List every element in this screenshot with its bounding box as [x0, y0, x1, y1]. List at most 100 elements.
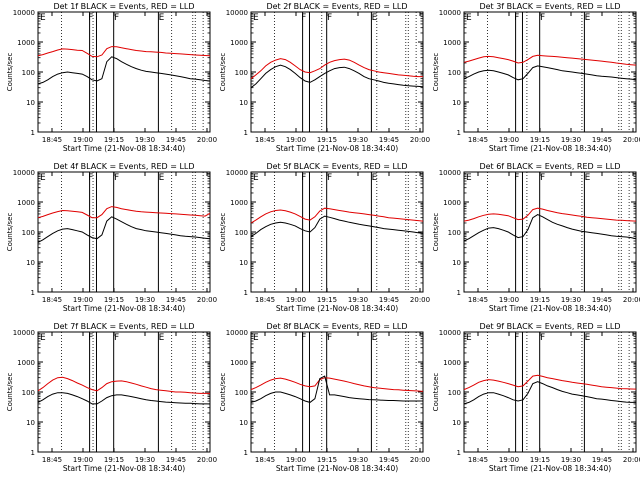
interval-marker-label: F	[88, 173, 93, 183]
interval-marker-label: E	[159, 333, 165, 343]
lld-series-line	[250, 377, 424, 392]
x-tick-label: 18:45	[468, 296, 488, 304]
plot-title: Det 9f BLACK = Events, RED = LLD	[479, 322, 620, 331]
x-tick-label: 18:45	[255, 296, 275, 304]
events-series-line	[463, 381, 636, 405]
x-tick-label: 19:15	[317, 136, 337, 144]
x-tick-label: 19:30	[561, 456, 581, 464]
plot-frame	[463, 11, 637, 133]
y-tick-label: 1	[457, 129, 461, 137]
y-tick-label: 10	[26, 99, 35, 107]
interval-marker-label: E	[466, 173, 472, 183]
events-series-line	[37, 392, 210, 405]
x-tick-label: 19:30	[561, 136, 581, 144]
interval-marker-label: F	[301, 333, 306, 343]
y-tick-label: 100	[235, 389, 248, 397]
y-axis-label: Counts/sec	[6, 373, 14, 412]
x-tick-label: 19:15	[317, 296, 337, 304]
interval-marker-label: E	[466, 13, 472, 23]
y-tick-label: 1	[457, 289, 461, 297]
interval-marker-label: E	[40, 13, 46, 23]
x-tick-label: 19:30	[348, 456, 368, 464]
x-tick-label: 19:00	[499, 296, 519, 304]
x-tick-label: 19:30	[135, 136, 155, 144]
interval-marker-label: F	[301, 13, 306, 23]
interval-marker-label: E	[159, 173, 165, 183]
y-tick-label: 10	[239, 99, 248, 107]
x-tick-label: 19:15	[317, 456, 337, 464]
lld-series-line	[463, 54, 637, 66]
interval-marker-label: F	[514, 173, 519, 183]
x-tick-label: 19:00	[286, 456, 306, 464]
interval-marker-label: F	[514, 333, 519, 343]
x-axis-label: Start Time (21-Nov-08 18:34:40)	[489, 464, 611, 473]
lld-series-line	[37, 376, 210, 394]
y-tick-label: 1000	[443, 39, 461, 47]
y-tick-label: 1000	[230, 359, 248, 367]
x-tick-label: 18:45	[468, 136, 488, 144]
y-tick-label: 1000	[443, 359, 461, 367]
y-tick-label: 10	[239, 259, 248, 267]
y-tick-label: 10	[452, 259, 461, 267]
x-tick-label: 18:45	[42, 296, 62, 304]
y-axis-label: Counts/sec	[219, 373, 227, 412]
x-tick-label: 20:00	[197, 456, 217, 464]
x-tick-label: 18:45	[42, 456, 62, 464]
x-tick-label: 19:30	[348, 296, 368, 304]
y-tick-label: 100	[22, 229, 35, 237]
y-tick-label: 10	[26, 259, 35, 267]
lld-series-line	[250, 58, 423, 80]
plot-panel-8: Det 8f BLACK = Events, RED = LLD 1 10 100 10…	[219, 322, 430, 473]
interval-marker-label: E	[253, 13, 259, 23]
x-tick-label: 18:45	[255, 456, 275, 464]
y-tick-label: 10	[452, 419, 461, 427]
x-axis-label: Start Time (21-Nov-08 18:34:40)	[276, 304, 398, 313]
y-tick-label: 1000	[230, 199, 248, 207]
y-tick-label: 100	[22, 389, 35, 397]
y-axis-label: Counts/sec	[219, 213, 227, 252]
x-tick-label: 19:00	[499, 456, 519, 464]
plot-frame	[463, 331, 637, 453]
x-axis-label: Start Time (21-Nov-08 18:34:40)	[63, 304, 185, 313]
y-tick-label: 100	[235, 69, 248, 77]
plot-panel-2: Det 2f BLACK = Events, RED = LLD 1 10 100 10…	[219, 2, 430, 153]
x-tick-label: 20:00	[410, 136, 430, 144]
x-tick-label: 19:00	[73, 456, 93, 464]
x-tick-label: 19:00	[286, 296, 306, 304]
y-tick-label: 10	[452, 99, 461, 107]
y-axis-label: Counts/sec	[432, 53, 440, 92]
plot-title: Det 7f BLACK = Events, RED = LLD	[53, 322, 194, 331]
x-tick-label: 19:15	[104, 136, 124, 144]
y-tick-label: 1000	[17, 199, 35, 207]
y-tick-label: 1000	[17, 359, 35, 367]
x-tick-label: 19:45	[166, 136, 186, 144]
y-tick-label: 100	[448, 389, 461, 397]
interval-marker-label: F	[88, 13, 93, 23]
y-tick-label: 10000	[226, 169, 248, 177]
interval-marker-label: E	[372, 173, 378, 183]
y-tick-label: 10000	[439, 169, 461, 177]
y-tick-label: 10000	[13, 9, 35, 17]
plot-title: Det 5f BLACK = Events, RED = LLD	[266, 162, 407, 171]
x-tick-label: 19:15	[104, 296, 124, 304]
y-tick-label: 100	[22, 69, 35, 77]
y-axis-label: Counts/sec	[6, 213, 14, 252]
x-tick-label: 19:15	[530, 456, 550, 464]
y-tick-label: 100	[448, 69, 461, 77]
x-tick-label: 19:45	[379, 456, 399, 464]
x-tick-label: 19:45	[592, 136, 612, 144]
x-tick-label: 19:45	[166, 456, 186, 464]
interval-marker-label: E	[253, 173, 259, 183]
y-tick-label: 10000	[13, 329, 35, 337]
y-tick-label: 1	[244, 449, 248, 457]
interval-marker-label: F	[327, 13, 332, 23]
plot-frame	[463, 171, 637, 293]
x-tick-label: 19:15	[104, 456, 124, 464]
interval-marker-label: F	[301, 173, 306, 183]
plot-panel-4: Det 4f BLACK = Events, RED = LLD 1 10 100 10…	[6, 162, 217, 313]
interval-marker-label: F	[540, 13, 545, 23]
plot-title: Det 8f BLACK = Events, RED = LLD	[266, 322, 407, 331]
plot-frame	[250, 11, 424, 133]
x-axis-label: Start Time (21-Nov-08 18:34:40)	[276, 464, 398, 473]
